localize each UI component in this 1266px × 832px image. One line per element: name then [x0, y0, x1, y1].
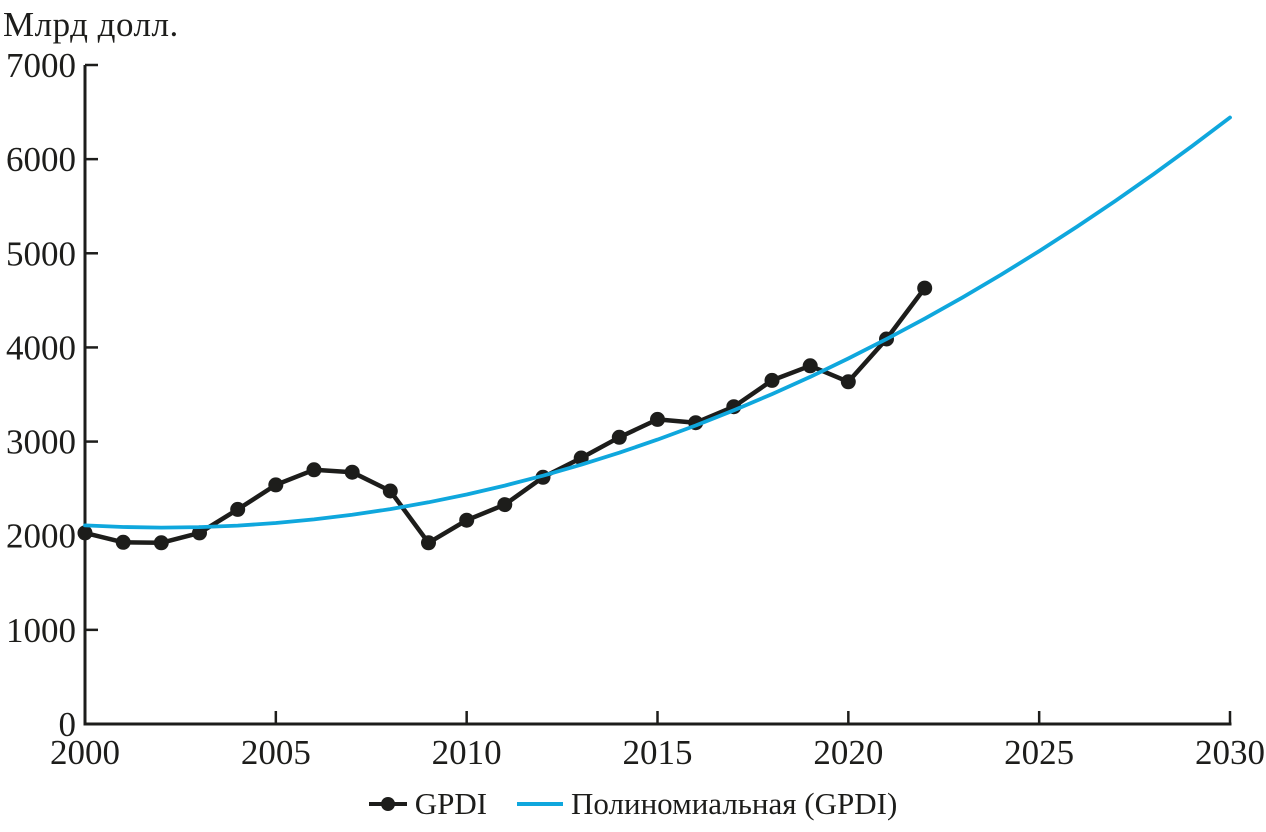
legend-label-trend: Полиномиальная (GPDI) — [571, 786, 898, 821]
y-tick-label: 3000 — [6, 423, 76, 462]
x-tick-label: 2030 — [1195, 733, 1265, 772]
gpdi-line-marker-icon — [368, 797, 407, 811]
gpdi-data-point — [230, 501, 246, 517]
x-tick-label: 2010 — [432, 733, 502, 772]
chart-legend: GPDI Полиномиальная (GPDI) — [0, 786, 1266, 822]
gpdi-data-point — [153, 535, 169, 551]
gpdi-data-point — [268, 477, 284, 493]
y-tick-label: 0 — [59, 705, 77, 744]
gpdi-data-point — [840, 374, 856, 390]
x-tick-label: 2020 — [813, 733, 883, 772]
legend-item-trend: Полиномиальная (GPDI) — [517, 786, 897, 822]
y-tick-label: 4000 — [6, 328, 76, 367]
gpdi-data-point — [421, 535, 436, 551]
y-tick-label: 6000 — [6, 140, 76, 179]
gpdi-data-point — [459, 512, 475, 528]
gpdi-data-point — [192, 525, 207, 541]
gpdi-data-point — [764, 372, 780, 388]
legend-label-gpdi: GPDI — [414, 786, 488, 821]
legend-item-gpdi: GPDI — [368, 786, 488, 822]
x-tick-label: 2015 — [623, 733, 693, 772]
trendline-path — [83, 115, 1232, 530]
x-tick-label: 2005 — [241, 733, 311, 772]
y-tick-label: 1000 — [6, 611, 76, 650]
y-axis-title: Млрд долл. — [3, 5, 179, 44]
trendline-marker-icon — [517, 802, 564, 806]
chart-canvas: 0 1000 2000 3000 4000 5000 6000 7000 2000 2005 201… — [6, 46, 1265, 772]
gpdi-data-point — [77, 525, 93, 541]
gpdi-data-point — [802, 358, 818, 374]
gpdi-data-point — [306, 462, 322, 478]
y-tick-label: 7000 — [6, 46, 76, 85]
gpdi-data-point — [917, 280, 933, 296]
gpdi-data-point — [115, 534, 131, 550]
x-tick-label: 2000 — [50, 733, 120, 772]
gpdi-data-point — [611, 429, 627, 445]
y-tick-label: 5000 — [6, 234, 76, 273]
gpdi-data-point — [497, 497, 513, 513]
y-tick-label: 2000 — [6, 517, 76, 556]
gpdi-data-point — [650, 411, 665, 427]
gpdi-data-point — [382, 483, 398, 499]
gpdi-data-point — [344, 464, 360, 480]
x-tick-label: 2025 — [1004, 733, 1074, 772]
